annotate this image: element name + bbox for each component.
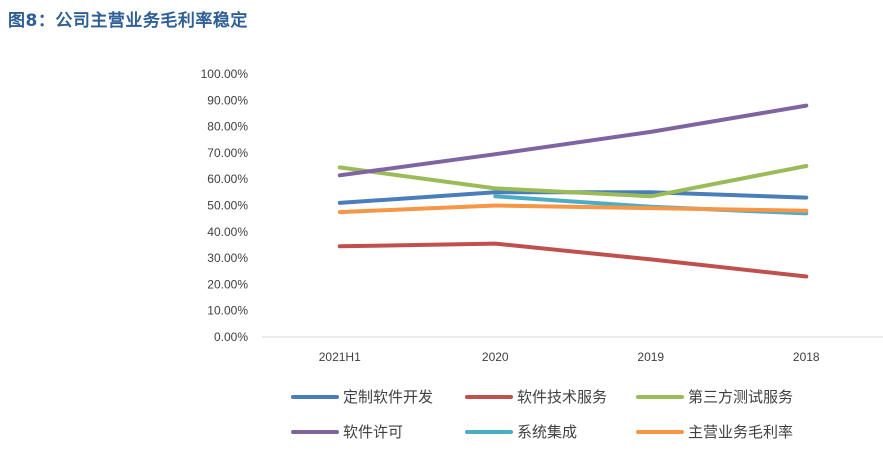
legend-label: 主营业务毛利率 xyxy=(688,423,793,441)
legend-label: 系统集成 xyxy=(517,423,577,441)
series-line xyxy=(337,164,809,199)
series-line xyxy=(337,203,809,215)
y-tick-label: 100.00% xyxy=(201,67,249,81)
y-tick-label: 70.00% xyxy=(207,146,248,160)
x-tick-label: 2019 xyxy=(637,350,664,364)
legend-label: 软件技术服务 xyxy=(517,388,607,406)
figure-title: 图8：公司主营业务毛利率稳定 xyxy=(8,11,248,31)
y-tick-label: 20.00% xyxy=(207,277,248,291)
y-tick-label: 10.00% xyxy=(207,304,248,318)
series-line xyxy=(337,103,809,178)
y-tick-label: 90.00% xyxy=(207,93,248,107)
legend-label: 第三方测试服务 xyxy=(688,388,793,406)
y-tick-label: 0.00% xyxy=(214,330,248,344)
x-axis-labels: 2021H1 2020 2019 2018 xyxy=(319,350,820,364)
x-tick-label: 2020 xyxy=(482,350,509,364)
y-tick-label: 40.00% xyxy=(207,225,248,239)
legend-label: 软件许可 xyxy=(343,423,403,441)
y-tick-label: 60.00% xyxy=(207,172,248,186)
x-tick-label: 2021H1 xyxy=(319,350,361,364)
legend-label: 定制软件开发 xyxy=(343,388,433,406)
series-line xyxy=(337,241,809,279)
series-lines xyxy=(337,103,809,279)
x-tick-label: 2018 xyxy=(793,350,820,364)
y-axis-labels: 0.00% 10.00% 20.00% 30.00% 40.00% 50.00% 60.00… xyxy=(201,67,249,344)
y-tick-label: 30.00% xyxy=(207,251,248,265)
y-tick-label: 80.00% xyxy=(207,120,248,134)
y-tick-label: 50.00% xyxy=(207,199,248,213)
